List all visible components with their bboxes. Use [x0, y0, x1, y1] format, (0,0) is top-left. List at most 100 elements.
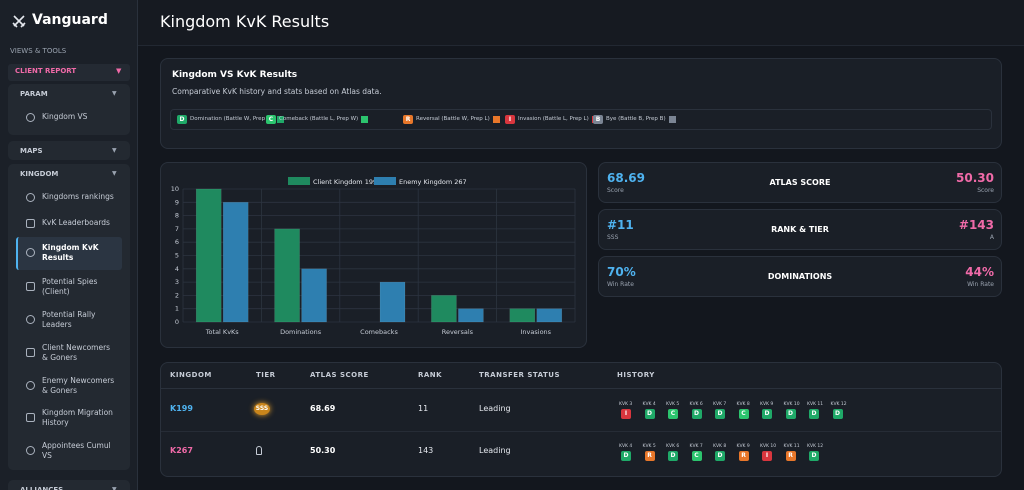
y-tick-label: 8 — [175, 212, 179, 220]
stat-right-value: 50.30 — [956, 171, 994, 185]
atlas-score: 68.69 — [310, 404, 336, 413]
stat-left-label: Score — [607, 187, 624, 194]
legend-text: Invasion (Battle L, Prep L) — [518, 116, 589, 122]
legend-badge: D — [177, 115, 187, 124]
nav-group-title[interactable]: KINGDOM — [20, 170, 59, 178]
nav-item[interactable]: Kingdom VS — [42, 112, 88, 121]
x-tick-label: Reversals — [442, 328, 474, 336]
y-tick-label: 5 — [175, 252, 179, 260]
legend-label: Client Kingdom 199 — [313, 178, 377, 186]
y-tick-label: 3 — [175, 278, 179, 286]
column-header: TIER — [256, 371, 276, 379]
history-badge: C — [668, 409, 678, 419]
history-badge: D — [762, 409, 772, 419]
history-badge: D — [785, 409, 796, 419]
legend-swatch — [374, 177, 396, 185]
history-kvk: KVK 10 — [783, 402, 800, 407]
history-badge: I — [762, 451, 772, 461]
stat-left-label: SSS — [607, 234, 619, 241]
stat-title: ATLAS SCORE — [769, 178, 831, 187]
nav-group — [8, 141, 130, 160]
history-kvk: KVK 12 — [830, 402, 847, 407]
stat-title: RANK & TIER — [771, 225, 829, 234]
stat-left-value: 68.69 — [607, 171, 645, 185]
bar — [195, 188, 222, 323]
history-kvk: KVK 9 — [736, 444, 750, 449]
intro-title: Kingdom VS KvK Results — [172, 70, 298, 80]
legend-text: Domination (Battle W, Prep W) — [190, 116, 275, 122]
history-kvk: KVK 12 — [807, 444, 824, 449]
bar — [431, 295, 457, 323]
nav-item[interactable]: Enemy Newcomers & Goners — [42, 376, 115, 395]
nav-group — [8, 480, 130, 490]
history-badge: C — [691, 451, 702, 461]
brand-icon — [12, 15, 26, 28]
nav-item[interactable]: Kingdom Migration History — [42, 408, 113, 427]
history-badge: D — [832, 409, 843, 419]
nav-group — [8, 84, 130, 135]
legend-box — [170, 109, 992, 130]
nav-icon — [26, 248, 35, 257]
nav-group-title[interactable]: MAPS — [20, 147, 43, 155]
bar — [379, 281, 406, 323]
kingdom-link[interactable]: K267 — [170, 446, 193, 455]
caret: ▼ — [112, 147, 117, 154]
y-tick-label: 2 — [175, 291, 179, 299]
y-tick-label: 1 — [175, 305, 179, 313]
nav-icon — [26, 348, 35, 357]
nav-icon — [26, 282, 35, 291]
header-bar — [138, 0, 1024, 46]
nav-icon — [26, 381, 35, 390]
stat-card — [598, 209, 1002, 250]
history-kvk: KVK 7 — [713, 402, 727, 407]
legend-text: Reversal (Battle W, Prep L) — [416, 116, 490, 122]
stat-right-label: A — [989, 234, 994, 241]
x-tick-label: Invasions — [521, 328, 552, 336]
x-tick-label: Dominations — [280, 328, 322, 336]
column-header: RANK — [418, 371, 443, 379]
chart: 0 1 2 3 4 5 6 7 8 9 10 Total KvKs Dominations Comebac… — [171, 177, 576, 336]
history-badge: D — [715, 451, 725, 461]
bar — [222, 202, 249, 323]
table-row-line — [161, 431, 1001, 432]
history-kvk: KVK 8 — [713, 444, 727, 449]
history-kvk: KVK 11 — [807, 402, 824, 407]
x-tick-label: Comebacks — [360, 328, 398, 336]
stat-right-value: 44% — [965, 265, 994, 279]
history-kvk: KVK 5 — [642, 444, 656, 449]
intro-subtitle: Comparative KvK history and stats based … — [172, 87, 382, 96]
history-badge: D — [621, 451, 631, 461]
nav-item[interactable]: Potential Spies (Client) — [42, 277, 98, 296]
nav-item[interactable]: Client Newcomers & Goners — [42, 343, 111, 362]
column-header: KINGDOM — [170, 371, 212, 379]
legend-swatch — [288, 177, 310, 185]
nav-group-title[interactable]: PARAM — [20, 90, 48, 98]
nav-item[interactable]: Appointees Cumul VS — [42, 441, 111, 460]
nav-item[interactable]: Potential Rally Leaders — [42, 310, 96, 329]
legend-swatch — [277, 116, 284, 123]
stat-left-value: #11 — [607, 218, 634, 232]
history-kvk: KVK 3 — [619, 402, 633, 407]
transfer-status: Leading — [479, 404, 511, 413]
legend-swatch — [361, 116, 368, 123]
history-kvk: KVK 6 — [666, 444, 680, 449]
stat-right-label: Score — [977, 187, 994, 194]
nav-item[interactable]: Kingdom KvK Results — [42, 243, 99, 262]
rank: 11 — [418, 404, 429, 413]
client-report[interactable] — [8, 64, 130, 81]
intro-card — [160, 58, 1002, 149]
history-kvk: KVK 5 — [666, 402, 680, 407]
history-badge: D — [691, 409, 702, 419]
kingdom-link[interactable]: K199 — [170, 404, 193, 413]
stat-right-label: Win Rate — [967, 281, 994, 288]
nav-icon — [26, 315, 35, 324]
nav-item[interactable]: Kingdoms rankings — [42, 192, 114, 201]
bar — [301, 268, 327, 323]
legend-label: Enemy Kingdom 267 — [399, 178, 467, 186]
nav-group-title[interactable]: ALLIANCES — [20, 486, 64, 490]
nav-icon — [26, 446, 35, 455]
bar — [458, 308, 484, 323]
atlas-score: 50.30 — [310, 446, 336, 455]
nav-item[interactable]: KvK Leaderboards — [42, 218, 110, 227]
bar — [536, 308, 563, 323]
